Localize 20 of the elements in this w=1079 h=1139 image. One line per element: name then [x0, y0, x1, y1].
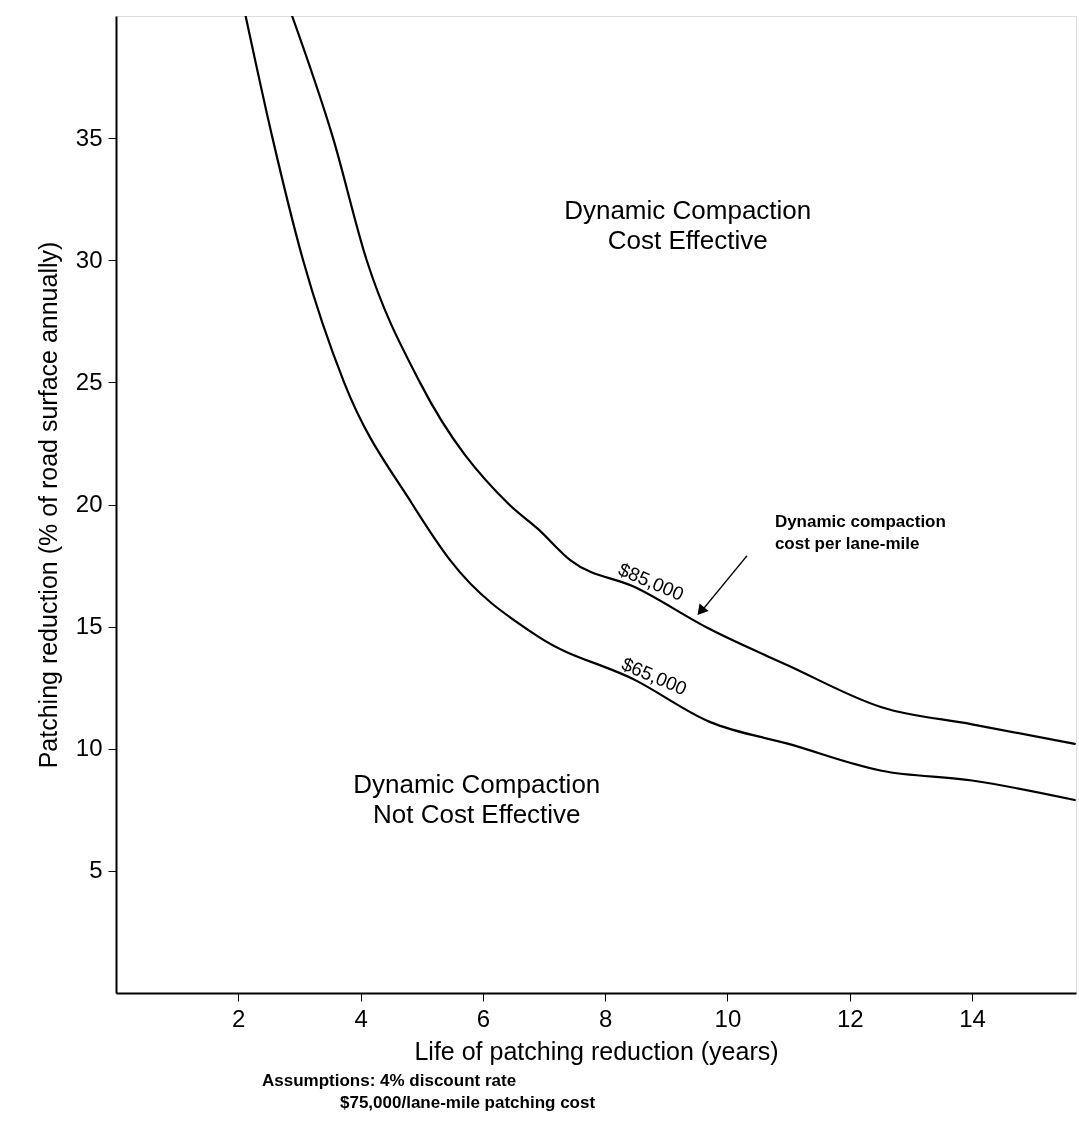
- annotation: Dynamic Compaction Cost Effective: [564, 195, 812, 256]
- x-tick-label: 12: [836, 1004, 864, 1032]
- annotation: Dynamic compaction cost per lane-mile: [774, 511, 946, 553]
- text: Assumptions: 4% discount rate $75,000/lane-mile patching cost: [262, 1071, 596, 1112]
- y-tick-label: 10: [75, 734, 103, 762]
- annotation: Dynamic Compaction Not Cost Effective: [353, 769, 601, 830]
- y-tick-label: 35: [75, 123, 103, 151]
- x-tick-label: 8: [598, 1004, 613, 1032]
- y-tick-label: 20: [75, 490, 103, 517]
- x-axis-title: Life of patching reduction (years): [414, 1036, 779, 1065]
- x-tick-label: 2: [232, 1004, 246, 1032]
- y-axis-title: Patching reduction (% of road surface annually): [33, 241, 62, 769]
- y-tick-label: 15: [75, 612, 103, 640]
- x-tick-label: 10: [714, 1004, 742, 1032]
- y-tick-label: 5: [89, 856, 103, 884]
- y-tick-label: 25: [75, 367, 103, 395]
- x-tick-label: 14: [959, 1004, 986, 1032]
- x-tick-label: 4: [354, 1004, 368, 1032]
- x-tick-label: 6: [476, 1004, 491, 1032]
- y-tick-label: 30: [75, 245, 103, 273]
